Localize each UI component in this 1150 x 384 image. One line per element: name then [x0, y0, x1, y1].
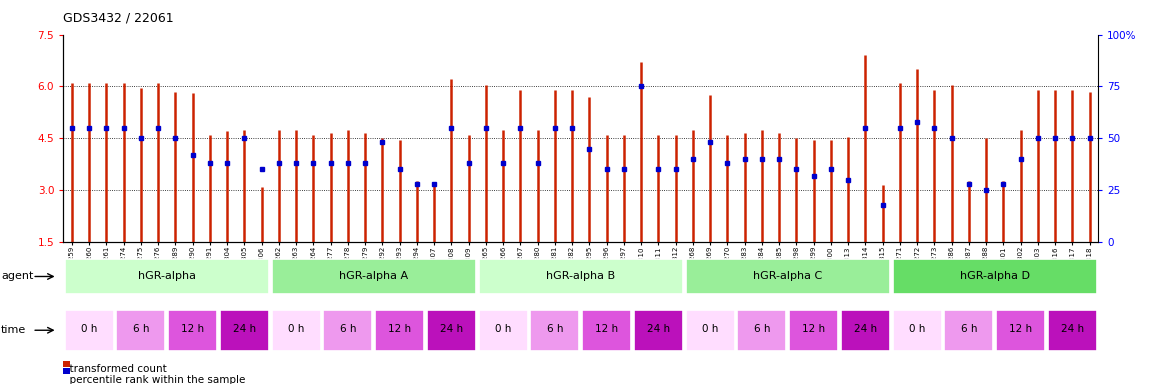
- Text: GDS3432 / 22061: GDS3432 / 22061: [63, 12, 174, 25]
- Text: 6 h: 6 h: [546, 324, 564, 334]
- Text: 0 h: 0 h: [494, 324, 512, 334]
- Text: 6 h: 6 h: [339, 324, 356, 334]
- Bar: [685, 259, 890, 294]
- Text: 0 h: 0 h: [702, 324, 719, 334]
- Bar: [427, 310, 476, 351]
- Text: 0 h: 0 h: [288, 324, 305, 334]
- Text: 6 h: 6 h: [132, 324, 150, 334]
- Bar: [582, 310, 631, 351]
- Text: 24 h: 24 h: [1060, 324, 1084, 334]
- Text: 12 h: 12 h: [388, 324, 412, 334]
- Bar: [168, 310, 217, 351]
- Text: hGR-alpha B: hGR-alpha B: [546, 271, 615, 281]
- Bar: [478, 310, 528, 351]
- Text: 12 h: 12 h: [181, 324, 205, 334]
- Bar: [1048, 310, 1097, 351]
- Bar: [116, 310, 166, 351]
- Bar: [944, 310, 994, 351]
- Text: 6 h: 6 h: [960, 324, 978, 334]
- Bar: [64, 259, 269, 294]
- Bar: [478, 259, 683, 294]
- Text: 24 h: 24 h: [646, 324, 670, 334]
- Text: transformed count: transformed count: [63, 364, 167, 374]
- Text: 12 h: 12 h: [595, 324, 619, 334]
- Bar: [64, 310, 114, 351]
- Bar: [271, 310, 321, 351]
- Text: 6 h: 6 h: [753, 324, 770, 334]
- Text: 24 h: 24 h: [439, 324, 463, 334]
- Bar: [220, 310, 269, 351]
- Text: hGR-alpha: hGR-alpha: [138, 271, 196, 281]
- Bar: [737, 310, 787, 351]
- Text: 24 h: 24 h: [232, 324, 256, 334]
- Bar: [63, 361, 70, 367]
- Bar: [841, 310, 890, 351]
- Text: hGR-alpha D: hGR-alpha D: [960, 271, 1029, 281]
- Text: hGR-alpha C: hGR-alpha C: [753, 271, 822, 281]
- Text: hGR-alpha A: hGR-alpha A: [339, 271, 408, 281]
- Text: 12 h: 12 h: [802, 324, 826, 334]
- Text: 0 h: 0 h: [81, 324, 98, 334]
- Bar: [789, 310, 838, 351]
- Text: agent: agent: [1, 271, 33, 281]
- Text: percentile rank within the sample: percentile rank within the sample: [63, 375, 246, 384]
- Bar: [530, 310, 580, 351]
- Text: time: time: [1, 325, 26, 335]
- Bar: [996, 310, 1045, 351]
- Bar: [375, 310, 424, 351]
- Text: 0 h: 0 h: [908, 324, 926, 334]
- Bar: [271, 259, 476, 294]
- Bar: [892, 310, 942, 351]
- Bar: [685, 310, 735, 351]
- Bar: [323, 310, 373, 351]
- Bar: [63, 368, 70, 374]
- Bar: [892, 259, 1097, 294]
- Bar: [634, 310, 683, 351]
- Text: 24 h: 24 h: [853, 324, 877, 334]
- Text: 12 h: 12 h: [1009, 324, 1033, 334]
